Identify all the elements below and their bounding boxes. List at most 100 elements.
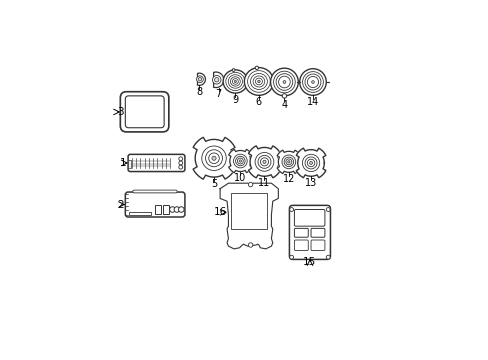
Circle shape	[237, 158, 243, 164]
Polygon shape	[220, 183, 278, 249]
Bar	[231, 193, 267, 229]
Circle shape	[179, 161, 183, 165]
Circle shape	[178, 207, 183, 212]
Circle shape	[212, 76, 221, 84]
FancyBboxPatch shape	[128, 154, 184, 172]
Circle shape	[325, 208, 329, 211]
Circle shape	[232, 69, 235, 71]
Polygon shape	[213, 72, 224, 87]
Ellipse shape	[247, 71, 270, 92]
FancyBboxPatch shape	[310, 228, 324, 237]
Circle shape	[305, 74, 320, 90]
Ellipse shape	[223, 70, 247, 93]
Text: 1: 1	[120, 158, 126, 168]
Polygon shape	[228, 149, 252, 173]
Text: 11: 11	[258, 178, 270, 188]
Circle shape	[179, 157, 183, 161]
Circle shape	[211, 156, 216, 160]
Polygon shape	[193, 137, 235, 179]
FancyBboxPatch shape	[289, 205, 330, 260]
Circle shape	[289, 255, 293, 259]
Bar	[129, 212, 151, 215]
Circle shape	[307, 76, 318, 87]
Ellipse shape	[230, 77, 240, 86]
Polygon shape	[248, 146, 280, 178]
Circle shape	[214, 78, 219, 82]
Bar	[163, 205, 168, 214]
Circle shape	[205, 150, 222, 167]
Circle shape	[257, 80, 260, 83]
Text: 13: 13	[305, 178, 317, 188]
Circle shape	[255, 153, 273, 171]
Circle shape	[306, 159, 314, 167]
Ellipse shape	[228, 75, 242, 88]
Text: 16: 16	[213, 207, 226, 217]
Text: 4: 4	[281, 100, 287, 110]
Circle shape	[202, 146, 226, 171]
Text: 8: 8	[196, 87, 202, 97]
Ellipse shape	[255, 78, 262, 85]
Circle shape	[169, 207, 175, 212]
Text: 7: 7	[215, 89, 222, 99]
Polygon shape	[197, 73, 205, 85]
FancyBboxPatch shape	[294, 240, 307, 251]
Circle shape	[285, 159, 291, 165]
Circle shape	[302, 154, 319, 172]
FancyBboxPatch shape	[125, 96, 164, 128]
Ellipse shape	[253, 76, 264, 87]
Circle shape	[278, 76, 290, 88]
FancyBboxPatch shape	[310, 240, 324, 251]
FancyBboxPatch shape	[125, 192, 184, 217]
Circle shape	[325, 255, 329, 259]
Circle shape	[196, 76, 203, 82]
Circle shape	[235, 156, 244, 166]
Text: 14: 14	[306, 97, 319, 107]
Circle shape	[234, 80, 236, 82]
Text: 6: 6	[255, 97, 262, 107]
Circle shape	[284, 157, 293, 167]
Circle shape	[270, 68, 298, 96]
Text: 10: 10	[234, 173, 246, 183]
Circle shape	[248, 183, 252, 187]
Circle shape	[287, 161, 289, 163]
Text: 9: 9	[232, 95, 238, 105]
Circle shape	[260, 158, 268, 166]
FancyBboxPatch shape	[294, 228, 307, 237]
Circle shape	[311, 81, 314, 83]
Ellipse shape	[232, 78, 238, 84]
Circle shape	[283, 81, 285, 84]
Text: 15: 15	[303, 257, 316, 267]
Circle shape	[258, 156, 270, 168]
Circle shape	[263, 160, 265, 163]
Circle shape	[289, 208, 293, 211]
Text: 12: 12	[282, 174, 294, 184]
Polygon shape	[277, 150, 300, 174]
Ellipse shape	[225, 72, 244, 90]
Circle shape	[299, 69, 325, 95]
Text: 3: 3	[117, 107, 123, 117]
Circle shape	[305, 157, 316, 169]
FancyBboxPatch shape	[294, 210, 324, 226]
Bar	[128, 160, 131, 168]
Circle shape	[208, 153, 219, 163]
Polygon shape	[296, 148, 325, 178]
Bar	[155, 205, 161, 214]
Circle shape	[233, 154, 247, 168]
Circle shape	[282, 94, 286, 98]
Circle shape	[273, 71, 295, 93]
FancyBboxPatch shape	[133, 190, 177, 193]
Circle shape	[239, 160, 241, 162]
Circle shape	[174, 207, 179, 212]
Circle shape	[276, 74, 292, 90]
Circle shape	[248, 243, 252, 247]
Ellipse shape	[250, 73, 267, 90]
Circle shape	[198, 77, 201, 81]
Circle shape	[302, 72, 323, 93]
Circle shape	[255, 66, 258, 69]
Text: 5: 5	[210, 179, 217, 189]
Circle shape	[309, 162, 312, 165]
FancyBboxPatch shape	[120, 92, 168, 132]
Circle shape	[282, 155, 295, 169]
Text: 2: 2	[117, 199, 123, 210]
Circle shape	[179, 165, 183, 169]
